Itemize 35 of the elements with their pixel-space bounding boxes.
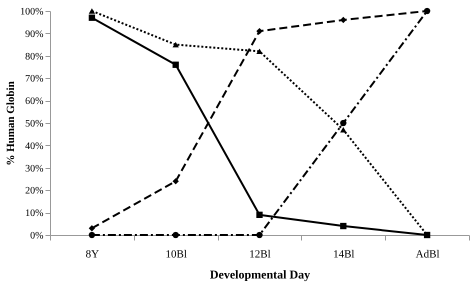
point xyxy=(424,8,430,14)
point xyxy=(340,126,346,132)
point xyxy=(340,16,346,24)
point xyxy=(340,120,346,126)
y-tick-label: 50% xyxy=(25,118,44,130)
y-tick-label: 90% xyxy=(25,28,44,40)
x-tick-label: 12Bl xyxy=(249,248,271,260)
point xyxy=(172,42,179,48)
y-tick-label: 60% xyxy=(25,96,44,108)
point xyxy=(172,232,179,238)
point xyxy=(88,232,96,238)
y-tick-label: 80% xyxy=(25,51,44,62)
y-axis-title: % Human Globin xyxy=(5,81,18,166)
point xyxy=(256,48,263,54)
y-tick-label: 20% xyxy=(25,186,44,197)
y-tick-label: 40% xyxy=(25,140,44,152)
point xyxy=(88,225,96,232)
point xyxy=(88,8,96,14)
point xyxy=(256,212,263,218)
y-tick-label: 0% xyxy=(30,230,44,242)
point xyxy=(172,62,179,68)
x-tick-label: 10Bl xyxy=(165,248,187,260)
y-tick-label: 30% xyxy=(25,163,44,174)
point xyxy=(88,14,96,21)
y-tick-label: 70% xyxy=(25,74,44,85)
y-tick-label: 10% xyxy=(25,208,44,220)
x-tick-label: AdBl xyxy=(416,248,440,260)
x-axis-title: Developmental Day xyxy=(210,268,310,282)
point xyxy=(172,178,179,184)
point xyxy=(256,28,263,34)
y-tick-label: 100% xyxy=(20,6,44,18)
x-tick-label: 14Bl xyxy=(333,248,355,260)
point xyxy=(256,232,263,238)
point xyxy=(340,222,346,230)
x-tick-label: 8Y xyxy=(86,248,100,260)
